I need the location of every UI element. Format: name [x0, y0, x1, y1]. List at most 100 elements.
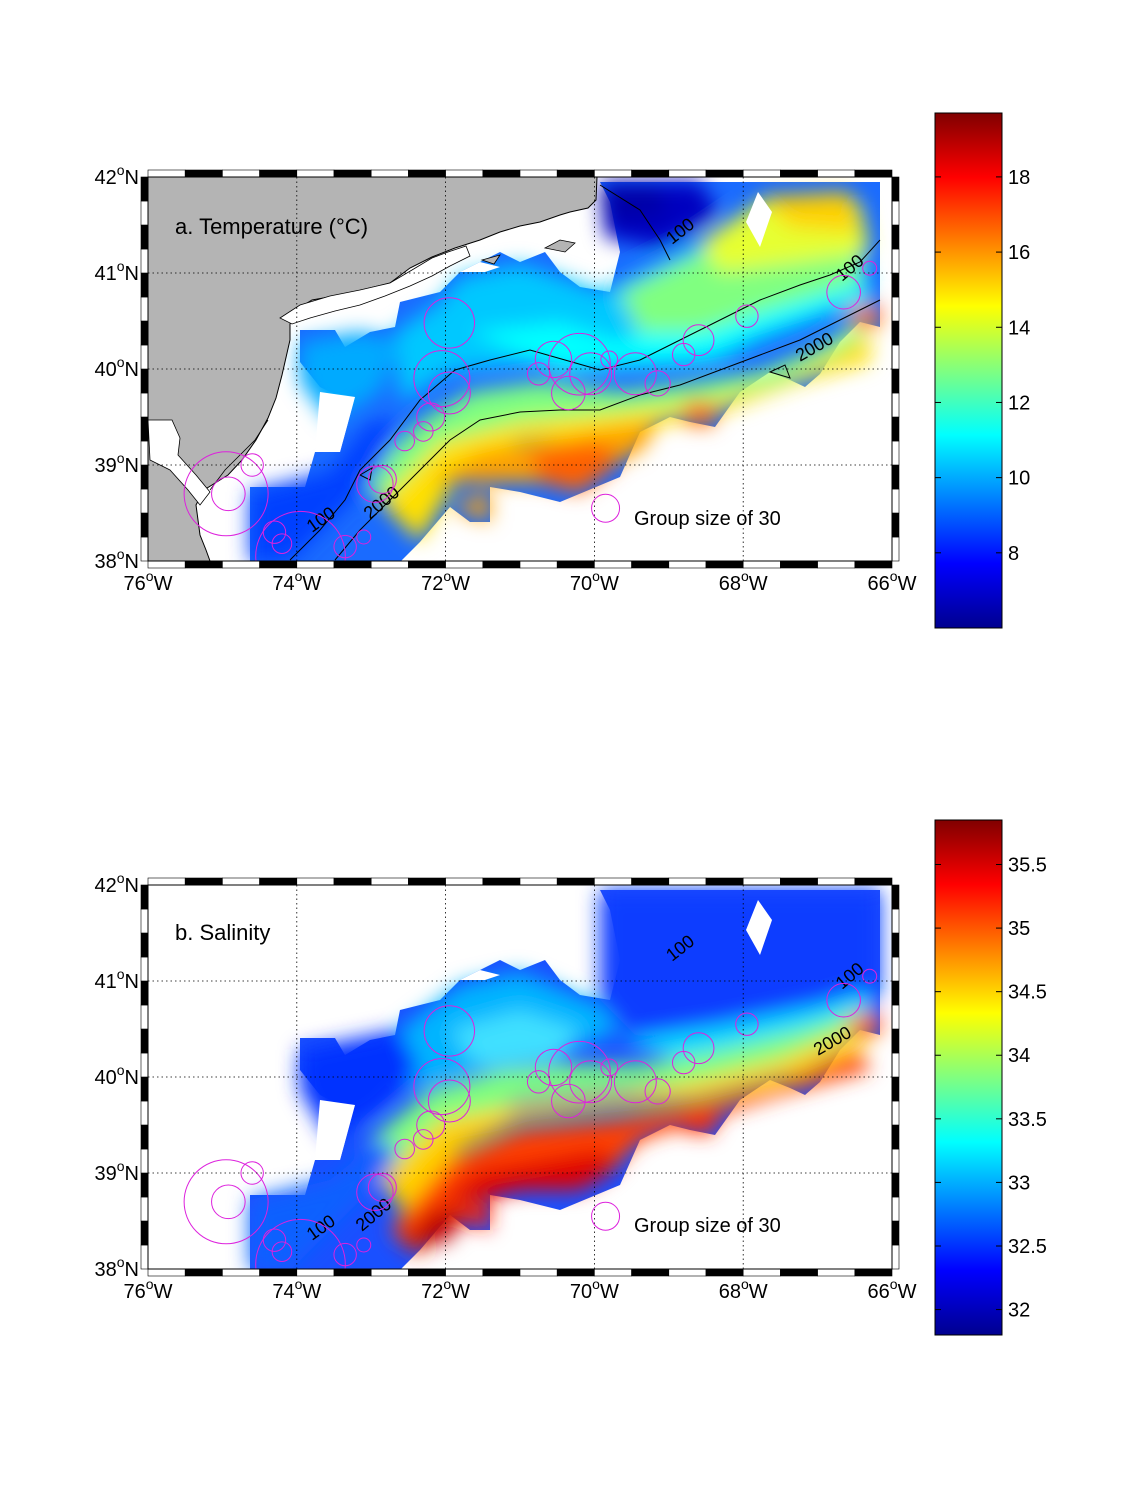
frame-segment [140, 956, 149, 982]
axis-tick-labels: 76oW 74oW 72oW 70oW 68oW 66oW 38oN 39oN 40oN 41oN… [95, 162, 917, 595]
observation-marker [534, 1048, 573, 1087]
colorbar-tick-label: 10 [1008, 468, 1030, 490]
frame-segment [631, 1268, 670, 1277]
frame-segment [668, 169, 707, 178]
frame-segment [891, 416, 900, 442]
colorbar-tick-label: 34 [1008, 1045, 1030, 1067]
salinity-color-blobs [250, 890, 880, 1269]
longitude-tick-label: 70oW [570, 1276, 619, 1303]
frame-segment [780, 169, 818, 178]
frame-segment [556, 1268, 595, 1277]
frame-segment [705, 877, 744, 886]
marker-size-legend: Group size of 30 [591, 493, 781, 530]
observation-marker [262, 520, 287, 544]
longitude-tick-label: 74oW [272, 1276, 321, 1303]
colorbar-gradient [934, 112, 1003, 629]
observation-marker [548, 332, 611, 396]
frame-segment [370, 560, 409, 569]
map-border [147, 884, 893, 1270]
observation-marker [255, 1218, 346, 1269]
frame-segment [184, 169, 223, 178]
frame-segment [817, 169, 856, 178]
frame-segment [333, 169, 372, 178]
latitude-tick-label: 39oN [95, 1158, 140, 1185]
frame-segment [408, 169, 446, 178]
frame-segment [891, 488, 900, 514]
frame-segment [891, 1004, 900, 1030]
frame-segment [140, 320, 149, 346]
frame-segment [259, 1268, 298, 1277]
colorbar-gradient [934, 819, 1003, 1336]
legend-marker-icon [591, 1201, 621, 1231]
observation-marker [427, 371, 471, 415]
frame-segment [556, 169, 595, 178]
frame-segment [140, 464, 149, 490]
colorbar-tick-label: 35 [1008, 918, 1030, 940]
longitude-tick-label: 66oW [868, 1276, 917, 1303]
observation-marker [644, 370, 671, 397]
graticule [148, 885, 892, 1269]
frame-segment [147, 1268, 186, 1277]
observation-marker [356, 529, 372, 545]
observation-marker [412, 421, 434, 442]
frame-segment [891, 176, 900, 202]
frame-segment [140, 536, 149, 562]
isobath-lines [289, 184, 881, 561]
latitude-tick-label: 38oN [95, 1254, 140, 1281]
longitude-tick-label: 68oW [719, 1276, 768, 1303]
longitude-tick-label: 66oW [868, 568, 917, 595]
frame-segment [140, 1196, 149, 1222]
latitude-tick-label: 39oN [95, 450, 140, 477]
observation-marker [394, 430, 415, 452]
frame-segment [780, 877, 818, 886]
observation-marker [423, 1005, 476, 1057]
frame-segment [668, 560, 707, 569]
frame-segment [184, 1268, 223, 1277]
frame-segment [817, 877, 856, 886]
frame-segment [222, 877, 260, 886]
frame-segment [891, 1052, 900, 1078]
panel-label: b. Salinity [175, 920, 270, 945]
frame-segment [445, 560, 484, 569]
legend-marker-circle [591, 1201, 621, 1231]
observation-marker [413, 350, 471, 408]
frame-segment [891, 1028, 900, 1054]
frame-segment [891, 440, 900, 466]
frame-segment [668, 877, 707, 886]
observation-marker [826, 274, 861, 310]
frame-segment [222, 560, 260, 569]
frame-segment [891, 1148, 900, 1174]
frame-segment [742, 169, 781, 178]
latitude-tick-label: 41oN [95, 966, 140, 993]
frame-segment [296, 1268, 335, 1277]
observation-marker [333, 1242, 357, 1267]
observation-marker [569, 1060, 613, 1104]
frame-segment [891, 908, 900, 934]
frame-segment [891, 980, 900, 1006]
map-frame [140, 169, 900, 569]
frame-segment [891, 464, 900, 490]
frame-segment [594, 1268, 632, 1277]
frame-segment [742, 877, 781, 886]
frame-segment [259, 169, 298, 178]
frame-segment [594, 560, 632, 569]
colorbar-tick-label: 18 [1008, 167, 1030, 189]
colorbar-tick-label: 33 [1008, 1172, 1030, 1194]
frame-segment [370, 877, 409, 886]
marker-size-legend: Group size of 30 [591, 1201, 781, 1237]
frame-segment [259, 560, 298, 569]
frame-segment [854, 877, 893, 886]
latitude-tick-label: 41oN [95, 258, 140, 285]
temperature-colorbar: 8 10 12 14 16 18 [934, 112, 1030, 629]
observation-marker [240, 453, 264, 477]
frame-segment [891, 320, 900, 346]
frame-segment [140, 1052, 149, 1078]
observation-marker [413, 1058, 471, 1116]
frame-segment [140, 176, 149, 202]
colorbar-tick-label: 35.5 [1008, 855, 1047, 877]
frame-segment [408, 1268, 446, 1277]
frame-segment [482, 1268, 521, 1277]
map-frame [140, 877, 900, 1277]
frame-segment [594, 877, 632, 886]
